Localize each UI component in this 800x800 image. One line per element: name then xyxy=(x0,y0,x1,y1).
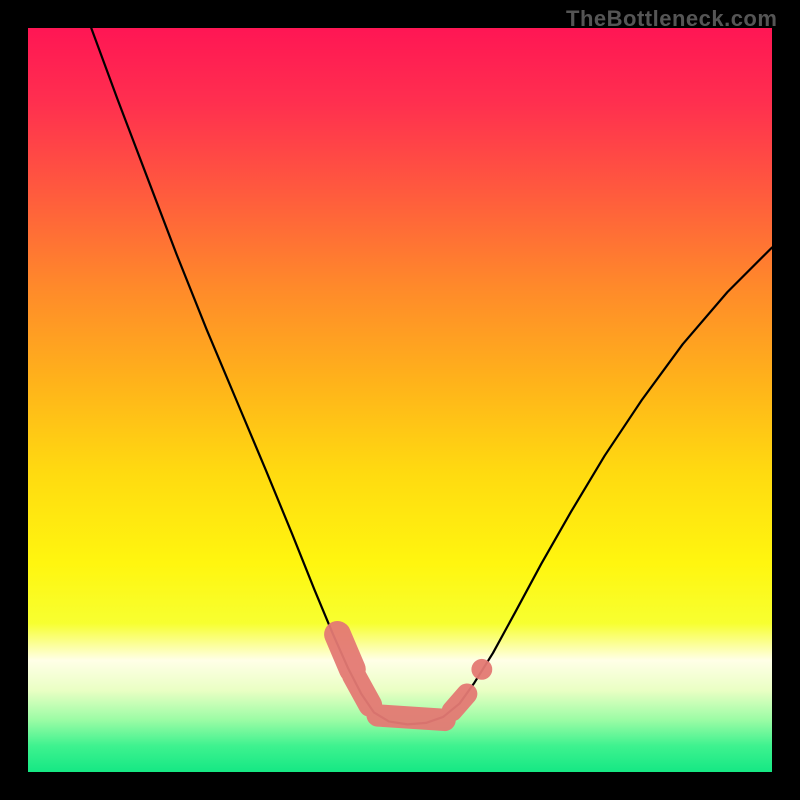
blob-capsule xyxy=(354,675,370,705)
watermark-text: TheBottleneck.com xyxy=(566,6,777,32)
blob-capsule xyxy=(378,715,445,719)
blob-dot xyxy=(471,659,492,680)
blob-capsule xyxy=(452,694,467,711)
chart-svg xyxy=(0,0,800,800)
plot-background xyxy=(28,28,772,772)
chart-frame xyxy=(0,0,800,800)
